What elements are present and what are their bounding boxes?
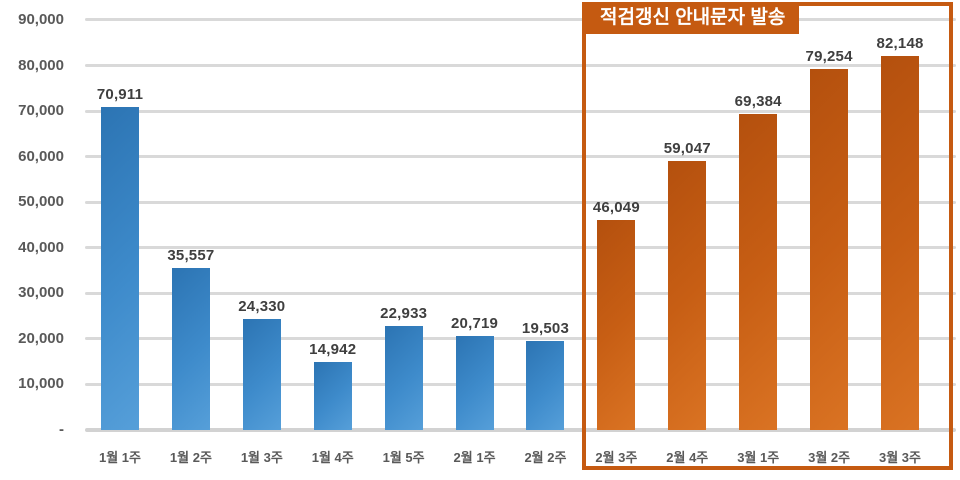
bar xyxy=(455,335,494,430)
y-tick-label: 20,000 xyxy=(18,329,64,347)
bar-value-label: 82,148 xyxy=(876,34,924,52)
x-tick-label: 1월 5주 xyxy=(382,450,425,465)
y-tick-label: 80,000 xyxy=(18,56,64,74)
y-tick-label: 70,000 xyxy=(18,102,64,120)
bar xyxy=(101,106,139,430)
bar xyxy=(242,319,281,430)
bar xyxy=(597,220,636,430)
bar-value-label: 46,049 xyxy=(592,199,640,217)
x-tick-label: 3월 2주 xyxy=(808,450,851,465)
x-axis-line xyxy=(85,428,956,432)
gridline xyxy=(85,18,956,22)
x-tick-label: 1월 4주 xyxy=(311,450,354,465)
gridline xyxy=(85,291,956,295)
gridline xyxy=(85,200,956,204)
x-tick-label: 3월 1주 xyxy=(737,450,780,465)
x-tick-label: 1월 2주 xyxy=(169,450,212,465)
bar-value-label: 35,557 xyxy=(167,247,215,264)
gridline xyxy=(85,155,956,159)
bar xyxy=(810,68,849,430)
x-tick-label: 2월 2주 xyxy=(524,450,567,465)
bar xyxy=(881,55,919,430)
bar xyxy=(384,325,423,430)
bar-value-label: 79,254 xyxy=(805,47,853,65)
y-tick-label: 60,000 xyxy=(18,147,64,165)
bar xyxy=(171,268,210,430)
gridline xyxy=(85,64,956,68)
bar-value-label: 24,330 xyxy=(238,298,286,316)
bar-value-label: 14,942 xyxy=(309,340,357,358)
gridline xyxy=(85,109,956,113)
gridline xyxy=(85,246,956,250)
y-tick-label: 10,000 xyxy=(18,375,64,393)
bar-value-label: 70,911 xyxy=(96,85,144,103)
bar-value-label: 19,503 xyxy=(521,320,569,338)
bar xyxy=(739,113,778,430)
y-tick-label: 30,000 xyxy=(18,284,64,302)
x-tick-label: 2월 3주 xyxy=(595,450,638,465)
bar-value-label: 22,933 xyxy=(380,304,428,322)
y-tick-label: - xyxy=(59,421,64,438)
x-tick-label: 2월 1주 xyxy=(453,450,496,465)
bar-value-label: 69,384 xyxy=(734,92,782,110)
x-tick-label: 2월 4주 xyxy=(666,450,709,465)
bar xyxy=(668,160,707,430)
bar-value-label: 59,047 xyxy=(663,139,711,157)
x-tick-label: 1월 3주 xyxy=(240,450,283,465)
x-tick-label: 1월 1주 xyxy=(99,450,141,465)
gridline xyxy=(85,337,956,341)
bar xyxy=(313,361,352,430)
x-tick-label: 3월 3주 xyxy=(879,450,921,465)
y-tick-label: 40,000 xyxy=(18,238,64,256)
bar-value-label: 20,719 xyxy=(451,314,499,332)
y-tick-label: 90,000 xyxy=(18,10,64,28)
gridline xyxy=(85,382,956,386)
y-tick-label: 50,000 xyxy=(18,193,64,211)
bar xyxy=(526,341,565,430)
